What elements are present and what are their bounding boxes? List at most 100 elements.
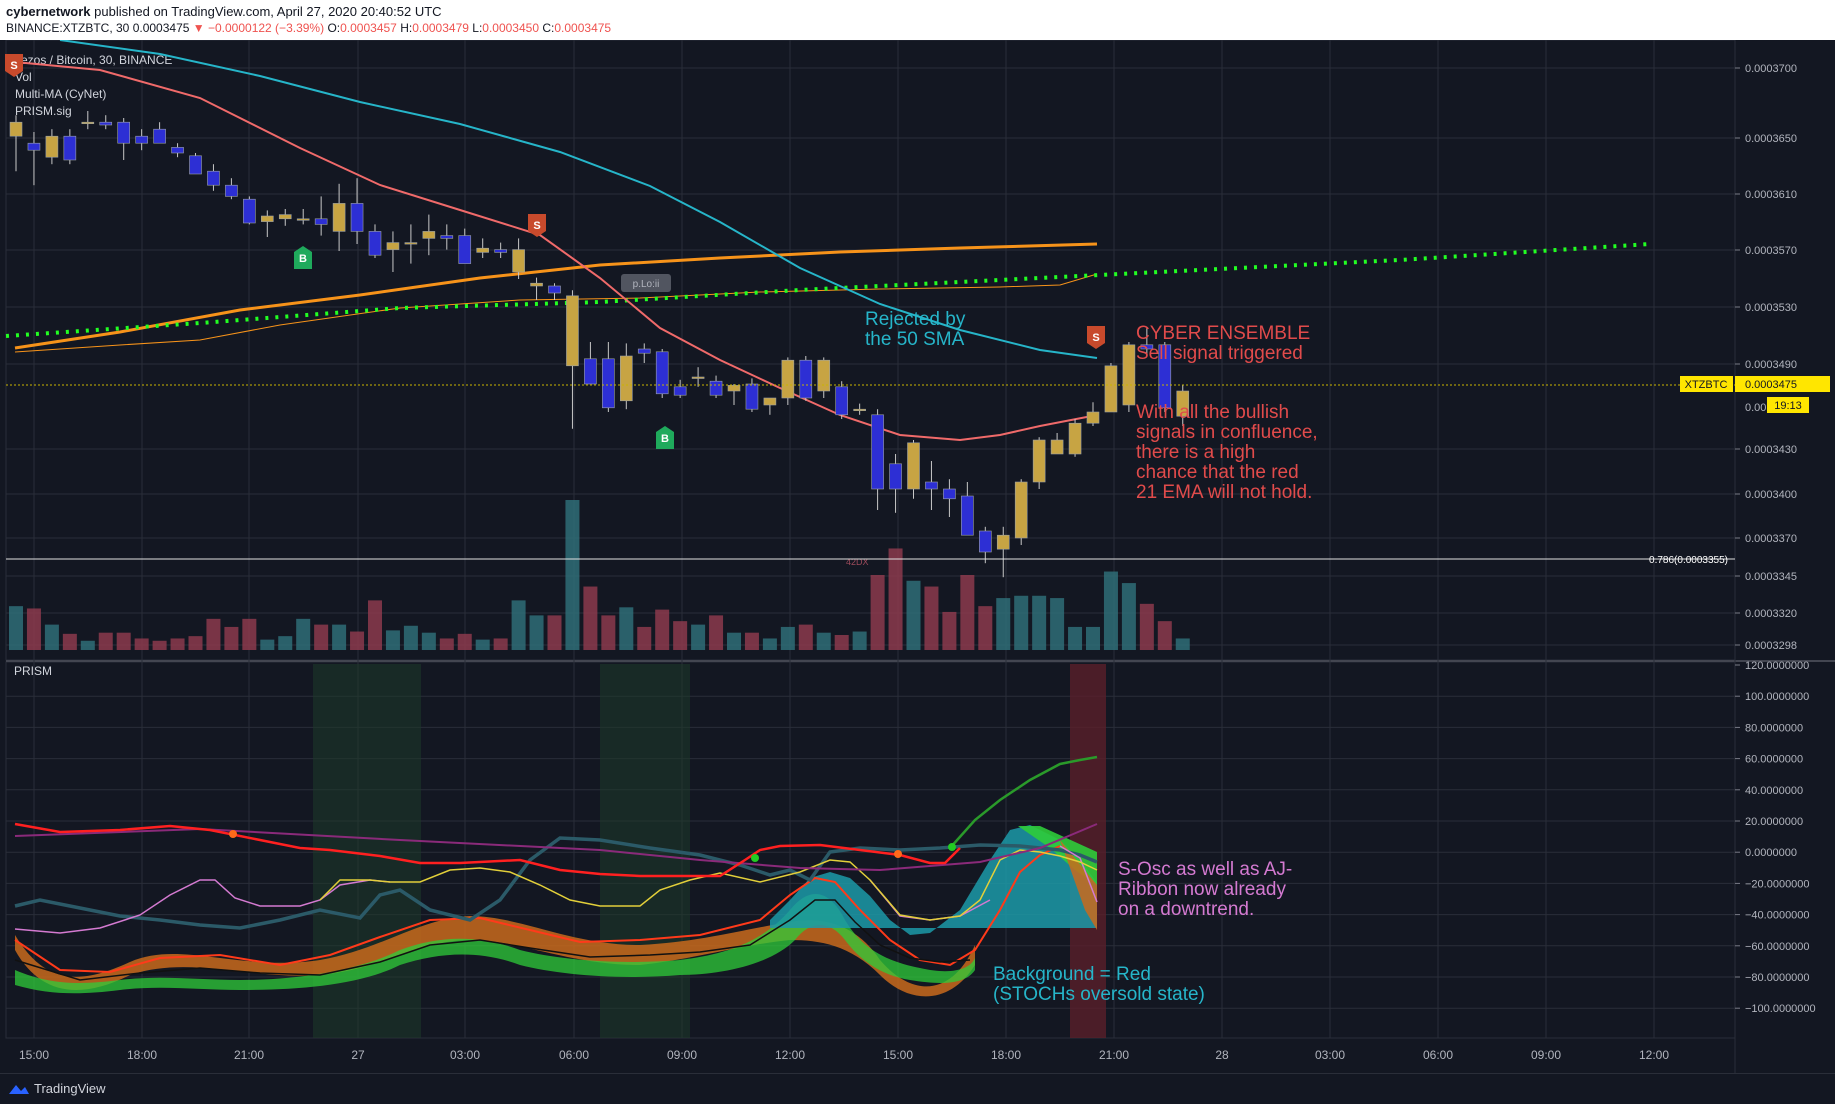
open-label: O:	[327, 21, 341, 35]
volume-bar	[368, 600, 382, 650]
price-tick-label: 0.0003345	[1745, 571, 1797, 583]
prism-purple-line	[14, 823, 1098, 872]
publish-line: cybernetwork published on TradingView.co…	[6, 4, 442, 19]
volume-bar	[385, 630, 400, 650]
candle-body	[835, 386, 849, 416]
volume-bar	[134, 638, 149, 650]
volume-bar	[637, 626, 652, 650]
buy-signal-marker	[294, 246, 312, 269]
stoch-pink-line	[1059, 845, 1098, 903]
prism-tick-label: 40.0000000	[1745, 785, 1803, 797]
chart-canvas[interactable]: 15:00 18:00 21:00 27 03:00 06:00 09:00 12:00 15:…	[0, 40, 1835, 1073]
prism-pane-title: PRISM	[14, 664, 52, 678]
annotation-bullish: signals in confluence,	[1136, 422, 1318, 443]
volume-bar	[744, 632, 759, 650]
candle-body	[350, 203, 364, 232]
volume-bar	[1086, 626, 1100, 650]
volume-bar	[224, 626, 239, 650]
volume-bar	[1157, 621, 1172, 650]
publish-header: cybernetwork published on TradingView.co…	[0, 0, 1835, 40]
candle-body	[494, 249, 507, 253]
x-tick-label: 06:00	[1423, 1048, 1453, 1062]
ohlc-line: BINANCE:XTZBTC, 30 0.0003475 ▼ −0.000012…	[6, 21, 611, 35]
annotation-sosc: S-Osc as well as AJ-	[1118, 859, 1292, 880]
candle-body	[207, 170, 220, 186]
candle-body	[476, 247, 490, 253]
volume-bar	[332, 624, 347, 650]
volume-bar	[978, 606, 993, 650]
price-tick-label: 0.0003650	[1745, 133, 1797, 145]
legend-entry: Multi-MA (CyNet)	[15, 87, 106, 101]
volume-bar	[942, 611, 957, 650]
x-tick-label: 09:00	[667, 1048, 697, 1062]
candle-body	[171, 147, 184, 154]
volume-bar	[1050, 598, 1065, 650]
author-name[interactable]: cybernetwork	[6, 4, 91, 19]
volume-bar	[1175, 638, 1190, 650]
x-tick-label: 28	[1215, 1048, 1229, 1062]
candle-body	[691, 376, 705, 379]
volume-bar	[691, 624, 706, 650]
candle-body	[1158, 344, 1172, 409]
sell-signal-marker	[528, 214, 546, 237]
volume-bar	[44, 624, 59, 650]
candle-body	[314, 218, 328, 225]
x-tick-label: 09:00	[1531, 1048, 1561, 1062]
x-tick-label: 12:00	[775, 1048, 805, 1062]
candle-body	[117, 121, 130, 144]
volume-bar	[206, 618, 221, 650]
price-change: ▼ −0.0000122 (−3.39%)	[192, 21, 325, 35]
close-value: 0.0003475	[554, 21, 612, 35]
candle-body	[81, 121, 95, 124]
volume-bar	[547, 615, 562, 650]
sma50-line	[59, 40, 1098, 359]
annotation-rejected: the 50 SMA	[865, 329, 965, 350]
volume-bar	[565, 500, 580, 650]
volume-bar	[780, 626, 795, 650]
volume-bar	[673, 621, 688, 650]
candle-body	[925, 481, 938, 490]
x-tick-label: 15:00	[19, 1048, 49, 1062]
volume-bar	[870, 575, 885, 650]
x-tick-label: 21:00	[234, 1048, 264, 1062]
volume-bar	[924, 586, 939, 650]
buy-signal-marker	[656, 426, 674, 449]
price-tag-symbol-bg	[1680, 376, 1733, 392]
prism-tick-label: −20.0000000	[1745, 878, 1810, 890]
volume-bar	[906, 580, 921, 650]
candle-body	[853, 408, 866, 412]
candle-body	[548, 285, 561, 294]
stoch-pink-line	[14, 879, 391, 934]
candle-body	[296, 218, 310, 221]
volume-bar	[493, 638, 508, 650]
price-tick-label-partial: 0.00	[1745, 402, 1766, 414]
price-tag-bg	[1735, 376, 1830, 392]
candle-body	[799, 359, 813, 399]
countdown-bg	[1767, 397, 1809, 413]
candle-body	[978, 530, 992, 553]
candle-body	[637, 348, 651, 354]
signal-label: S	[533, 220, 540, 232]
volume-bar	[762, 638, 777, 650]
annotation-sosc: on a downtrend.	[1118, 899, 1254, 920]
candle-body	[1176, 390, 1190, 417]
signal-label: S	[10, 60, 17, 72]
prism-signal-dot	[948, 843, 956, 851]
volume-bar	[242, 618, 257, 650]
pivot-label: p.Lo:ii	[633, 279, 660, 290]
s-osc-teal-line	[14, 836, 1098, 930]
fib-label: 0.786(0.0003355)	[1649, 555, 1728, 566]
close-label: C:	[542, 21, 555, 35]
candle-body	[871, 414, 884, 490]
annotation-bullish: there is a high	[1136, 442, 1255, 463]
volume-bar	[1068, 626, 1083, 650]
high-value: 0.0003479	[412, 21, 469, 35]
tradingview-brand[interactable]: TradingView	[34, 1081, 106, 1096]
price-tick-label: 0.0003400	[1745, 489, 1797, 501]
candle-body	[763, 397, 777, 406]
candle-body	[63, 135, 77, 161]
volume-bar	[529, 615, 544, 650]
candle-body	[907, 442, 920, 490]
candle-body	[45, 135, 59, 158]
volume-bar	[601, 615, 616, 650]
